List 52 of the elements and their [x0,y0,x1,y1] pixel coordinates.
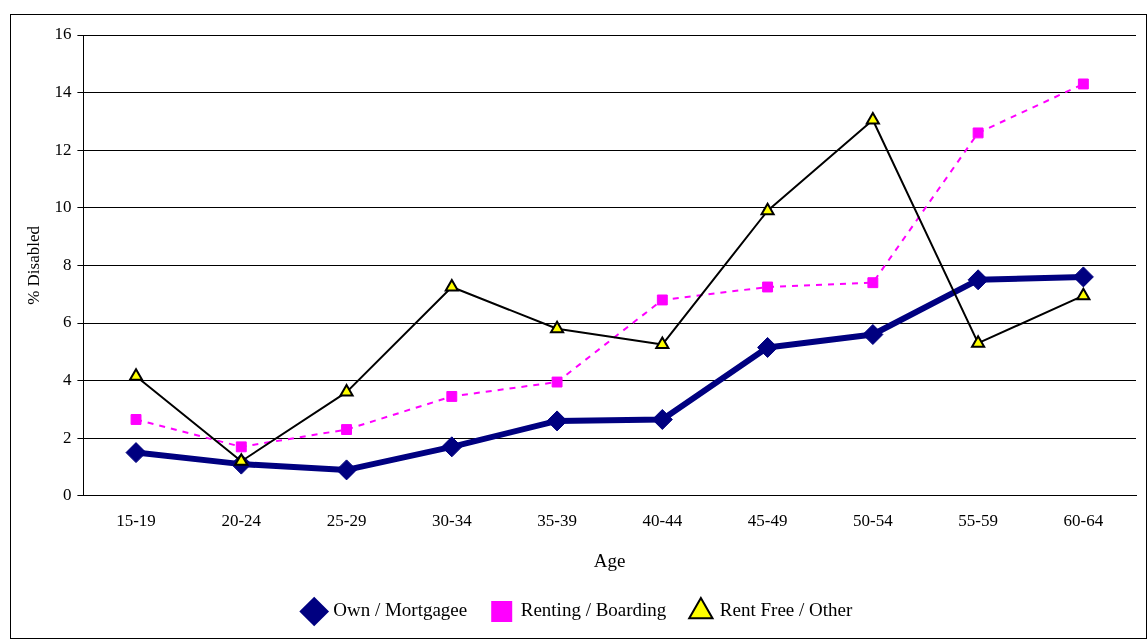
point [551,376,563,388]
point [1077,78,1089,90]
legend-label: Rent Free / Other [719,599,853,621]
point [757,336,779,358]
point [446,390,458,402]
y-tick-label: 6 [62,312,72,332]
point [1072,266,1094,288]
point [336,459,358,481]
point [546,410,568,432]
point [441,436,463,458]
legend-label: Renting / Boarding [520,599,667,621]
y-tick-label: 4 [62,370,72,390]
point [235,441,247,453]
point [972,127,984,139]
point [444,279,459,292]
x-tick-label: 35-39 [537,511,577,531]
point [760,202,775,216]
x-axis-title: Age [593,549,626,571]
y-axis-title: % Disabled [23,225,43,305]
point [339,384,354,397]
point [651,408,673,430]
point [762,281,774,293]
point [656,294,668,306]
x-tick-label: 30-34 [431,511,473,531]
y-tick-label: 10 [54,197,72,217]
point [867,277,879,289]
x-tick-label: 50-54 [853,511,894,531]
x-tick-label: 55-59 [958,511,998,531]
x-tick-label: 40-44 [642,511,683,531]
point [1076,287,1091,301]
point [130,414,142,425]
point [341,424,352,436]
point [125,442,147,464]
y-tick-label: 0 [62,485,72,505]
point [865,111,880,125]
y-tick-label: 2 [62,427,72,447]
x-tick-label: 60-64 [1063,511,1104,531]
x-tick-label: 45-49 [747,511,788,531]
x-tick-label: 15-19 [116,511,156,531]
point [967,269,989,291]
y-tick-label: 12 [54,139,72,159]
x-tick-label: 25-29 [326,511,367,531]
x-tick-label: 20-24 [221,511,262,531]
point [655,336,670,350]
y-tick-label: 16 [54,24,72,44]
y-tick-label: 14 [54,82,72,102]
point [971,335,986,348]
point [862,324,884,346]
y-tick-label: 8 [62,254,72,274]
point [128,368,144,381]
legend-label: Own / Mortgagee [333,599,468,621]
point [550,320,565,334]
